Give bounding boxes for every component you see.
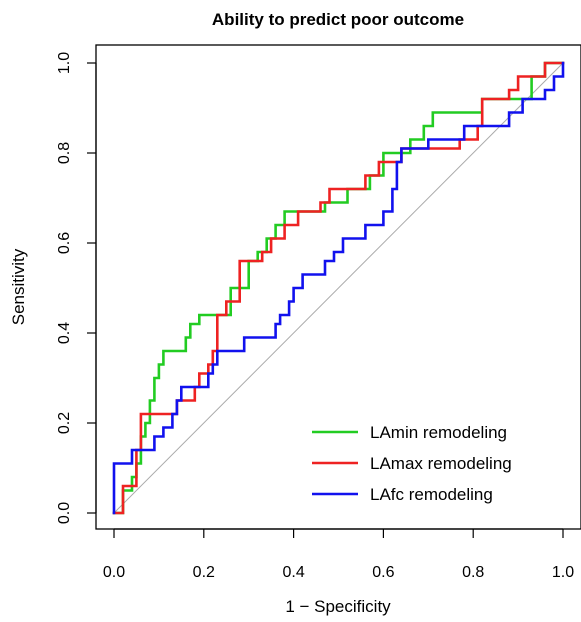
y-tick-label: 0.0 xyxy=(56,502,73,524)
x-axis: 0.0 0.2 0.4 0.6 0.8 1.0 xyxy=(103,528,574,581)
y-tick-label: 0.4 xyxy=(56,322,73,344)
chart-title: Ability to predict poor outcome xyxy=(212,10,464,29)
series-line-lafc-remodeling xyxy=(112,61,565,515)
x-tick-label: 0.2 xyxy=(193,564,215,581)
legend-label-lamax-remodeling: LAmax remodeling xyxy=(370,454,512,473)
y-axis-label: Sensitivity xyxy=(9,248,28,325)
legend: LAmin remodeling LAmax remodeling LAfc rem… xyxy=(312,423,512,504)
reference-diagonal xyxy=(113,62,564,514)
legend-label-lamin-remodeling: LAmin remodeling xyxy=(370,423,507,442)
series-layer xyxy=(112,61,565,515)
y-tick-label: 0.8 xyxy=(56,142,73,164)
x-axis-label: 1 − Specificity xyxy=(285,597,391,616)
x-tick-label: 1.0 xyxy=(552,564,574,581)
x-tick-label: 0.0 xyxy=(103,564,125,581)
y-tick-label: 0.2 xyxy=(56,412,73,434)
x-tick-label: 0.8 xyxy=(462,564,484,581)
y-axis: 0.0 0.2 0.4 0.6 0.8 1.0 xyxy=(56,52,97,524)
x-tick-label: 0.6 xyxy=(372,564,394,581)
y-tick-label: 1.0 xyxy=(56,52,73,74)
y-tick-label: 0.6 xyxy=(56,232,73,254)
x-tick-label: 0.4 xyxy=(282,564,304,581)
legend-label-lafc-remodeling: LAfc remodeling xyxy=(370,485,493,504)
